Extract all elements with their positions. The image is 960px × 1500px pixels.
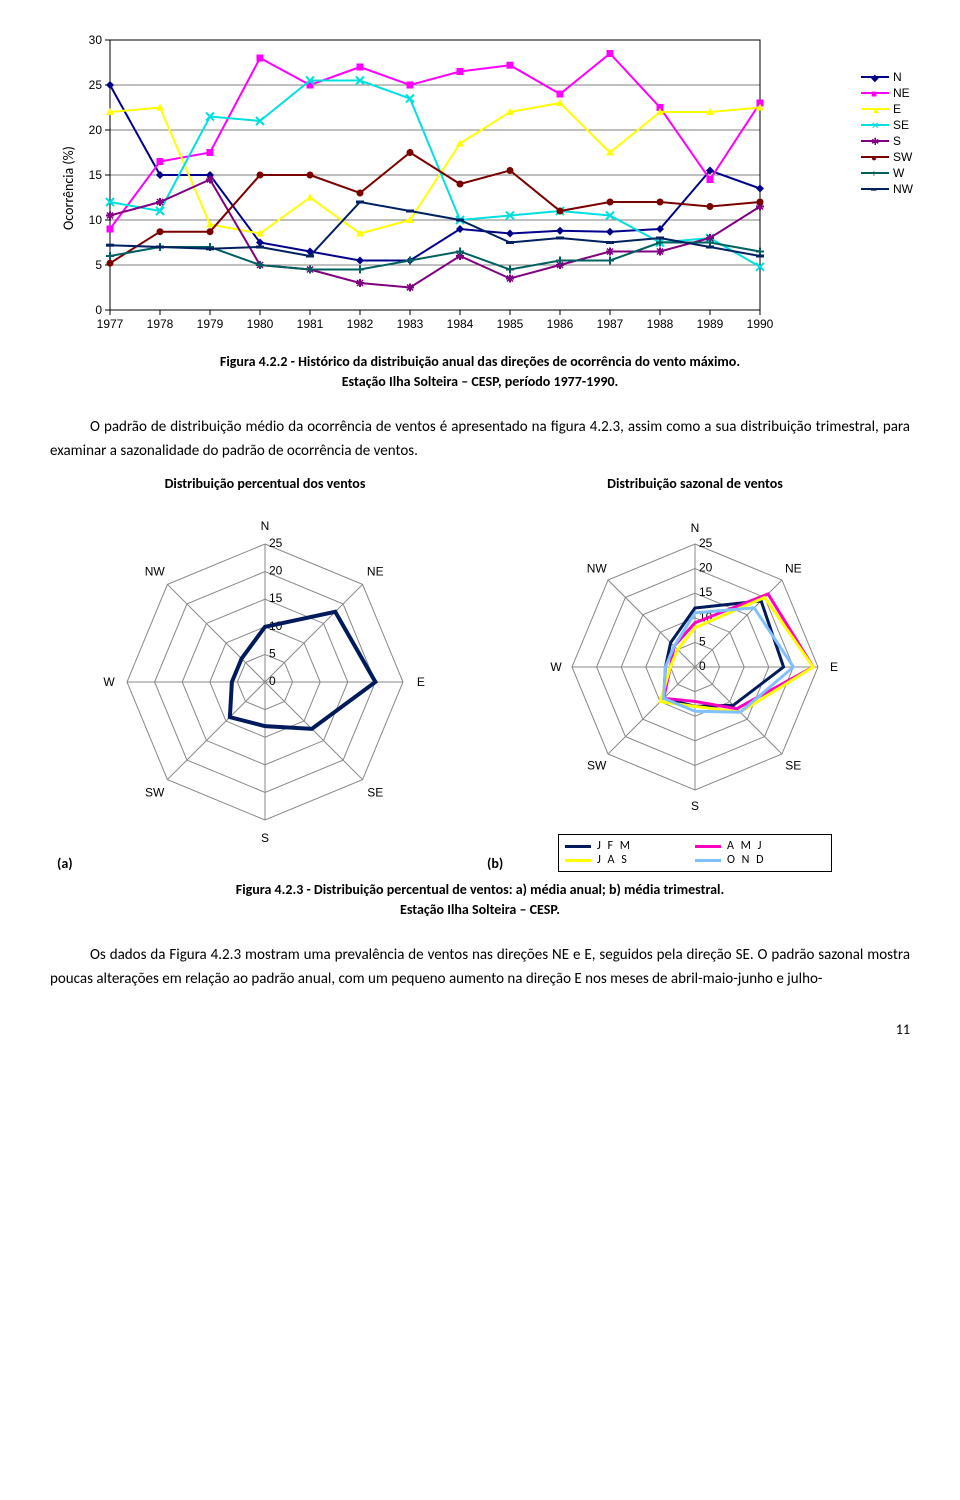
svg-text:S: S	[691, 799, 699, 813]
radar-a-title: Distribuição percentual dos ventos	[85, 475, 445, 492]
svg-text:S: S	[261, 831, 269, 845]
svg-text:N: N	[261, 519, 270, 533]
svg-text:1985: 1985	[497, 317, 524, 331]
svg-text:20: 20	[699, 561, 713, 575]
legend-item: ◆N	[861, 70, 913, 84]
radar-chart-a: NNEESESSWWNW0510152025	[85, 496, 445, 856]
svg-text:15: 15	[269, 591, 283, 605]
svg-text:1977: 1977	[97, 317, 124, 331]
svg-text:NW: NW	[587, 562, 608, 576]
y-axis-label: Ocorrência (%)	[60, 146, 77, 230]
caption-2-line-1: Figura 4.2.3 - Distribuição percentual d…	[236, 881, 724, 898]
svg-text:SW: SW	[145, 785, 165, 799]
paragraph-2: Os dados da Figura 4.2.3 mostram uma pre…	[50, 943, 910, 991]
line-chart: 0 5 10 15 20 25 30 1977 1978 1979 1980 1981 1982 1983…	[50, 30, 790, 340]
svg-text:W: W	[550, 660, 562, 674]
svg-text:1981: 1981	[297, 317, 324, 331]
svg-text:NE: NE	[367, 565, 384, 579]
svg-text:NW: NW	[145, 565, 166, 579]
svg-text:25: 25	[699, 536, 713, 550]
svg-text:E: E	[417, 675, 425, 689]
radar-b-title: Distribuição sazonal de ventos	[515, 475, 875, 492]
legend-item: ▲E	[861, 102, 913, 116]
svg-text:NE: NE	[785, 562, 802, 576]
svg-text:0: 0	[269, 674, 276, 688]
svg-text:0: 0	[95, 303, 102, 317]
svg-text:1989: 1989	[697, 317, 724, 331]
figure-caption-1: Figura 4.2.2 - Histórico da distribuição…	[50, 352, 910, 391]
svg-text:25: 25	[89, 78, 103, 92]
svg-text:10: 10	[89, 213, 103, 227]
radar-panel-a: Distribuição percentual dos ventos N NE E S…	[85, 475, 445, 872]
svg-text:N: N	[691, 521, 700, 535]
svg-text:15: 15	[89, 168, 103, 182]
caption-1-line-1: Figura 4.2.2 - Histórico da distribuição…	[220, 353, 740, 370]
paragraph-1: O padrão de distribuição médio da ocorrê…	[50, 415, 910, 463]
radar-chart-b: NNEESESSWWNW0510152025	[515, 496, 875, 826]
radar-b-legend: J F MA M JJ A SO N D	[558, 834, 832, 872]
svg-text:1990: 1990	[747, 317, 774, 331]
svg-text:0: 0	[699, 659, 706, 673]
line-chart-legend: ◆N ■NE ▲E ✕SE ✱S ●SW +W –NW	[861, 70, 913, 198]
svg-text:1983: 1983	[397, 317, 424, 331]
svg-text:W: W	[103, 675, 115, 689]
svg-text:1980: 1980	[247, 317, 274, 331]
svg-text:20: 20	[89, 123, 103, 137]
svg-text:SW: SW	[587, 758, 607, 772]
page-number: 11	[50, 1021, 910, 1038]
legend-item: O N D	[695, 853, 825, 867]
svg-text:1986: 1986	[547, 317, 574, 331]
legend-item: ✕SE	[861, 118, 913, 132]
radar-panel-b: Distribuição sazonal de ventos N NE E SE S SW…	[515, 475, 875, 872]
svg-text:5: 5	[95, 258, 102, 272]
legend-item: ✱S	[861, 134, 913, 148]
svg-text:1988: 1988	[647, 317, 674, 331]
svg-text:15: 15	[699, 585, 713, 599]
legend-item: A M J	[695, 839, 825, 853]
svg-text:1987: 1987	[597, 317, 624, 331]
legend-item: ■NE	[861, 86, 913, 100]
svg-text:5: 5	[269, 647, 276, 661]
legend-item: ●SW	[861, 150, 913, 164]
line-chart-container: Ocorrência (%) 0 5 10 15 20 25 30 1977 1978 1979 1…	[50, 30, 910, 344]
svg-text:SE: SE	[785, 758, 801, 772]
svg-text:1978: 1978	[147, 317, 174, 331]
figure-caption-2: Figura 4.2.3 - Distribuição percentual d…	[50, 880, 910, 919]
svg-text:1979: 1979	[197, 317, 224, 331]
panel-label-b: (b)	[487, 855, 503, 872]
caption-2-line-2: Estação Ilha Solteira – CESP.	[400, 901, 560, 918]
svg-text:E: E	[830, 660, 838, 674]
svg-text:1984: 1984	[447, 317, 474, 331]
svg-text:5: 5	[699, 635, 706, 649]
caption-1-line-2: Estação Ilha Solteira – CESP, período 19…	[342, 373, 619, 390]
legend-item: J F M	[565, 839, 695, 853]
svg-text:30: 30	[89, 33, 103, 47]
svg-text:SE: SE	[367, 785, 383, 799]
legend-item: +W	[861, 166, 913, 180]
radar-chart-row: Distribuição percentual dos ventos NNEES…	[50, 475, 910, 872]
svg-text:25: 25	[269, 536, 283, 550]
svg-text:1982: 1982	[347, 317, 374, 331]
panel-label-a: (a)	[57, 855, 73, 872]
legend-item: J A S	[565, 853, 695, 867]
svg-text:20: 20	[269, 564, 283, 578]
legend-item: –NW	[861, 182, 913, 196]
